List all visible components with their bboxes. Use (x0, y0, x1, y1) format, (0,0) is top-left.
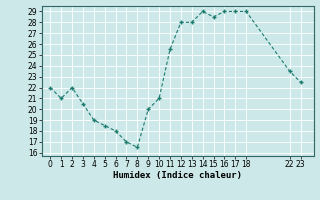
X-axis label: Humidex (Indice chaleur): Humidex (Indice chaleur) (113, 171, 242, 180)
